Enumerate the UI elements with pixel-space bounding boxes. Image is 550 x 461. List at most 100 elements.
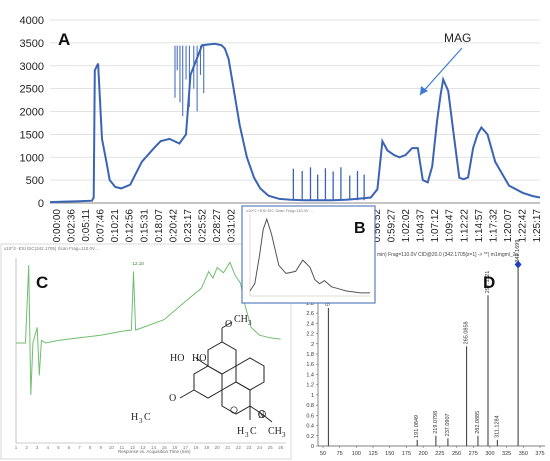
panel-c-header: x10^2 -ESI EIC(342.1705) Scan Frag=110.0… [4,246,100,251]
panel-c-x-tick-label: 19 [204,445,210,450]
panel-c-x-tick-label: 23 [246,445,252,450]
panel-a-x-tick-label: 0:15:31 [139,209,150,243]
panel-d-peak-label: 342.1699 [515,240,521,263]
panel-a-x-tick-label: 1:25:17 [532,209,543,243]
panel-a-y-tick-label: 2500 [20,84,44,96]
mag-annotation-arrow [419,47,463,96]
structure-label-sub3-left: 3 [139,417,143,425]
panel-d-x-tick-label: 275 [469,451,478,457]
panel-a-gridlines [50,19,540,181]
panel-c-x-tick-label: 20 [215,445,221,450]
panel-c-x-tick-label: 22 [236,445,242,450]
structure-label-c-left: C [144,412,151,423]
panel-a-y-tick-label: 1000 [20,152,44,164]
structure-label-sub3-top: 3 [248,319,252,327]
panel-c-x-ticks: 1 2 3 4 5 6 7 8 9 10 11 12 13 14 15 16 17 18 19 20 21 22 23 24 2… [15,445,284,450]
panel-c-x-tick-label: 4 [47,445,50,450]
panel-c-x-tick-label: 25 [268,445,274,450]
panel-c-x-tick-label: 7 [78,445,81,450]
structure-label-ho-left: HO [170,353,184,364]
panel-c-x-tick-label: 8 [89,445,92,450]
panel-a-x-tick-label: 0:23:17 [183,209,194,243]
panel-c-x-tick-label: 13 [141,445,147,450]
panel-a-y-tick-label: 3500 [20,38,44,50]
panel-d-x-tick-label: 350 [519,451,528,457]
panel-d-y-tick-label: 0.2 [306,434,314,440]
panel-a-y-tick-label: 3000 [20,61,44,73]
panel-d-precursor-marker [514,260,522,269]
panel-d-y-tick-label: 1.2 [306,383,314,389]
panel-d-x-tick-label: 225 [435,451,444,457]
panel-a-y-tick-label: 1500 [20,129,44,141]
panel-a-x-tick-label: 0:56:52 [372,209,383,243]
panel-a-x-tick-label: 1:07:12 [430,209,441,243]
panel-a-x-tick-label: 1:17:32 [488,209,499,243]
panel-d-x-ticks: 50 75 100 125 150 175 200 225 250 275 300 325 350 375 [320,446,545,457]
panel-d-letter: D [483,273,495,292]
panel-a-letter: A [58,30,70,49]
structure-label-sub3-n2: 3 [282,431,286,439]
structure-label-h3c-n: H [237,426,244,437]
panel-a-series-line [49,42,541,204]
panel-c-series-line [16,261,281,396]
structure-label-h3c-left: H [131,412,138,423]
panel-d-y-tick-label: 1.4 [306,372,314,378]
panel-d-y-tick-label: 1 [311,393,314,399]
panel-d-peak-label: 265.0858 [464,321,470,344]
panel-d-y-tick-label: 0.8 [306,403,314,409]
panel-d-x-tick-label: 300 [485,451,494,457]
structure-label-o-top: O [225,319,232,330]
panel-d-x-tick-label: 375 [535,451,544,457]
panel-a-x-tick-label: 1:14:57 [474,209,485,243]
panel-c-x-tick-label: 1 [15,445,18,450]
panel-c-x-tick-label: 14 [151,445,157,450]
panel-a-x-tick-label: 1:20:07 [503,209,514,243]
chemical-structure-drawing [179,321,273,423]
panel-b-frame [241,205,376,304]
panel-a-x-tick-label: 0:00:00 [52,209,63,243]
panel-d-x-tick-label: 125 [368,451,377,457]
panel-d-peaks: 58.0658191.0849219.0798237.0907265.08582… [325,240,522,446]
panel-d-x-tick-label: 175 [402,451,411,457]
panel-d-peak-label: 282.0885 [475,411,481,434]
panel-a-x-tick-label: 1:04:37 [416,209,427,243]
structure-label-sub3-n: 3 [245,431,249,439]
panel-d-x-tick-label: 75 [337,451,343,457]
panel-a-x-tick-label: 1:22:42 [517,209,528,243]
panel-c-x-tick-label: 16 [172,445,178,450]
panel-b-header: x10^2 +ESI EIC Scan Frag=110.0V ... [246,208,313,213]
panel-a-x-tick-label: 0:12:56 [125,209,136,243]
structure-label-n: N [258,410,265,420]
panel-c-x-tick-label: 15 [162,445,168,450]
panel-a-x-tick-label: 0:02:36 [67,209,78,243]
panel-d-y-tick-label: 2.2 [306,332,314,338]
mag-annotation-label: MAG [444,31,471,45]
panel-d-peak-label: 191.0849 [414,415,420,438]
panel-d-y-tick-label: 2.4 [306,321,314,327]
panel-c-x-tick-label: 6 [68,445,71,450]
panel-d-peak-label: 297.1121 [485,271,491,294]
panel-a-y-ticks: 0 500 1000 1500 2000 2500 3000 3500 4000 [20,15,44,210]
panel-d-y-tick-label: 1.6 [306,362,314,368]
chemical-structure-labels: O CH 3 HO HO O H 3 C N H 3 C CH 3 [131,314,286,439]
panel-a-x-tick-label: 0:05:11 [81,209,92,242]
panel-c-letter: C [36,273,48,292]
panel-c-x-tick-label: 2 [25,445,28,450]
panel-c-x-tick-label: 5 [57,445,60,450]
structure-label-o-left: O [169,393,176,404]
panel-c-x-tick-label: 11 [120,445,125,450]
panel-c-peak-label: 12.10 [132,261,144,266]
panel-d-header: min) Frag=110.0V CID@20.0 (342.1705[z=1]… [377,252,519,258]
panel-d-peak-label: 219.0798 [433,411,439,434]
panel-c-x-tick-label: 9 [99,445,102,450]
panel-d-y-tick-label: 1.8 [306,352,314,358]
structure-label-ch-n: CH [268,426,282,437]
panel-c-chromatogram: x10^2 -ESI EIC(342.1705) Scan Frag=110.0… [0,243,292,460]
panel-a-spikes [174,45,365,201]
panel-d-x-tick-label: 325 [502,451,511,457]
panel-d-y-tick-label: 2 [311,342,314,348]
panel-a-x-tick-label: 0:31:02 [227,209,238,243]
panel-a-x-tick-label: 0:28:27 [212,209,223,243]
panel-c-x-tick-label: 12 [130,445,136,450]
